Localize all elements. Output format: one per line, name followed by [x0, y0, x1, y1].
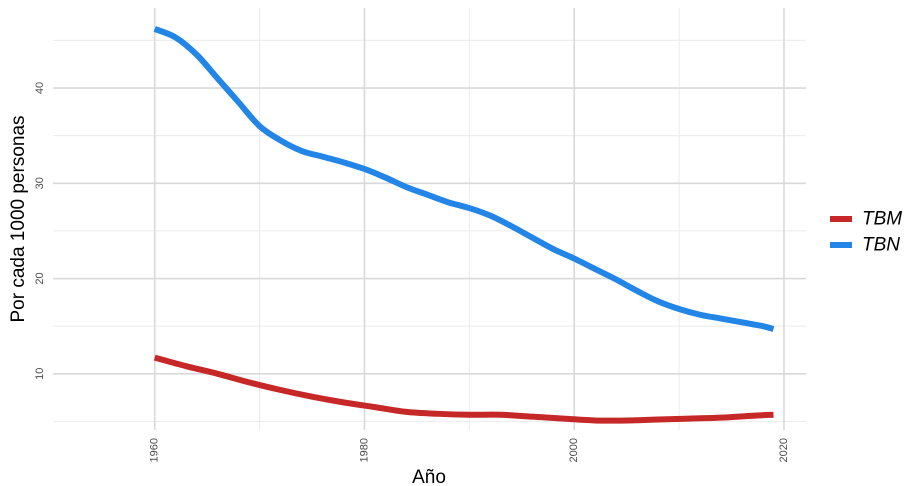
- y-tick-label: 30: [34, 177, 46, 189]
- minor-gridlines: [53, 8, 806, 430]
- series-line-tbn: [153, 26, 775, 332]
- x-tick-label: 2000: [568, 438, 580, 462]
- legend: TBM TBN: [830, 209, 902, 256]
- y-tick-label: 10: [34, 368, 46, 380]
- x-tick-label: 1960: [149, 438, 161, 462]
- plot-series: [153, 26, 775, 424]
- legend-label-tbm: TBM: [862, 209, 902, 230]
- x-axis-title: Año: [412, 467, 446, 486]
- y-axis-title: Por cada 1000 personas: [8, 115, 29, 322]
- y-tick-label: 20: [34, 272, 46, 284]
- x-tick-label: 1980: [358, 438, 370, 462]
- x-axis-tick-labels: 1960 1980 2000 2020: [149, 438, 790, 462]
- y-axis-tick-labels: 10 20 30 40: [34, 82, 46, 380]
- y-tick-label: 40: [34, 82, 46, 94]
- legend-label-tbn: TBN: [862, 235, 900, 256]
- x-tick-label: 2020: [778, 438, 790, 462]
- series-line-tbm: [153, 354, 774, 424]
- major-gridlines: [53, 8, 806, 430]
